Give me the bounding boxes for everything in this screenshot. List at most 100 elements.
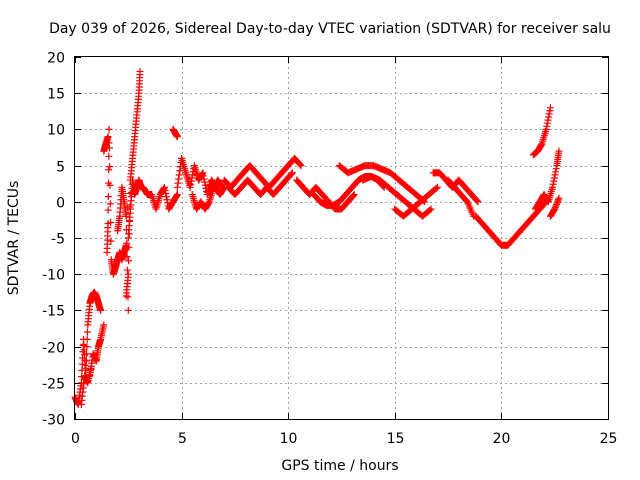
y-tick-label: 0 bbox=[56, 196, 65, 212]
data-point bbox=[552, 165, 560, 173]
x-tick-label: 10 bbox=[280, 431, 298, 447]
data-point bbox=[100, 321, 108, 329]
data-point bbox=[175, 171, 183, 179]
data-point bbox=[136, 67, 144, 75]
data-point bbox=[123, 239, 131, 247]
data-point bbox=[124, 270, 132, 278]
data-point bbox=[427, 205, 435, 213]
data-point bbox=[123, 253, 131, 261]
data-point bbox=[551, 205, 559, 213]
grid bbox=[75, 57, 608, 419]
data-point bbox=[199, 169, 207, 177]
data-point bbox=[218, 183, 226, 191]
data-point bbox=[288, 170, 296, 178]
data-point bbox=[296, 161, 304, 169]
data-point bbox=[543, 122, 551, 130]
data-point bbox=[124, 306, 132, 314]
data-point bbox=[82, 357, 90, 365]
data-point bbox=[189, 171, 197, 179]
data-point bbox=[173, 133, 181, 141]
data-point bbox=[161, 183, 169, 191]
x-tick-label: 15 bbox=[387, 431, 405, 447]
data-point bbox=[123, 266, 131, 274]
data-point bbox=[174, 179, 182, 187]
y-tick-label: -10 bbox=[42, 268, 65, 284]
data-point bbox=[107, 237, 115, 245]
data-point bbox=[555, 147, 563, 155]
data-point bbox=[201, 181, 209, 189]
y-tick-label: -20 bbox=[42, 341, 65, 357]
data-point bbox=[545, 110, 553, 118]
data-point bbox=[105, 152, 113, 160]
data-point bbox=[474, 198, 482, 206]
data-point bbox=[163, 196, 171, 204]
plot-frame bbox=[74, 56, 609, 420]
y-tick-label: 15 bbox=[47, 87, 65, 103]
data-point bbox=[549, 183, 557, 191]
data-point bbox=[83, 328, 91, 336]
data-point bbox=[161, 186, 169, 194]
data-point bbox=[473, 197, 481, 205]
data-points bbox=[71, 67, 563, 409]
data-point bbox=[552, 202, 560, 210]
y-tick-label: -15 bbox=[42, 304, 65, 320]
data-point bbox=[551, 203, 559, 211]
tick-labels: 0 5 10 15 20 25 -30 -25 -20 -15 -10 -5 0 5 10 15 20 bbox=[42, 51, 617, 448]
data-point bbox=[432, 184, 440, 192]
data-point bbox=[173, 191, 181, 199]
data-point bbox=[553, 200, 561, 208]
y-tick-label: -25 bbox=[42, 377, 65, 393]
data-point bbox=[552, 168, 560, 176]
data-point bbox=[106, 200, 114, 208]
data-point bbox=[201, 178, 209, 186]
data-point bbox=[122, 212, 130, 220]
data-point bbox=[537, 141, 545, 149]
data-point bbox=[555, 194, 563, 202]
data-point bbox=[546, 107, 554, 115]
data-point bbox=[545, 113, 553, 121]
data-point bbox=[188, 174, 196, 182]
data-point bbox=[550, 177, 558, 185]
chart-title: Day 039 of 2026, Sidereal Day-to-day VTE… bbox=[49, 21, 611, 37]
y-tick-label: -5 bbox=[51, 232, 65, 248]
data-point bbox=[550, 174, 558, 182]
data-point bbox=[106, 181, 114, 189]
data-point bbox=[83, 350, 91, 358]
data-point bbox=[544, 116, 552, 124]
y-tick-label: 10 bbox=[47, 123, 65, 139]
data-point bbox=[104, 193, 112, 201]
data-point bbox=[553, 199, 561, 207]
data-point bbox=[83, 343, 91, 351]
x-tick-label: 20 bbox=[493, 431, 511, 447]
data-point bbox=[187, 180, 195, 188]
data-point bbox=[107, 218, 115, 226]
data-point bbox=[162, 190, 170, 198]
data-point bbox=[186, 183, 194, 191]
x-axis-title: GPS time / hours bbox=[281, 458, 398, 474]
y-tick-label: -30 bbox=[42, 413, 65, 429]
data-point bbox=[105, 166, 113, 174]
data-point bbox=[554, 196, 562, 204]
data-point bbox=[104, 206, 112, 214]
data-point bbox=[200, 172, 208, 180]
data-point bbox=[125, 243, 133, 251]
x-tick-label: 0 bbox=[71, 431, 80, 447]
data-point bbox=[546, 104, 554, 112]
data-point bbox=[175, 175, 183, 183]
data-point bbox=[97, 306, 105, 314]
data-point bbox=[124, 293, 132, 301]
y-tick-label: 20 bbox=[47, 51, 65, 67]
data-point bbox=[79, 342, 87, 350]
data-point bbox=[105, 144, 113, 152]
data-point bbox=[288, 169, 296, 177]
data-point bbox=[350, 191, 358, 199]
data-point bbox=[83, 335, 91, 343]
data-point bbox=[125, 257, 133, 265]
data-point bbox=[554, 197, 562, 205]
data-point bbox=[297, 162, 305, 170]
x-tick-label: 25 bbox=[600, 431, 618, 447]
data-point bbox=[433, 183, 441, 191]
data-point bbox=[549, 180, 557, 188]
data-point bbox=[551, 171, 559, 179]
